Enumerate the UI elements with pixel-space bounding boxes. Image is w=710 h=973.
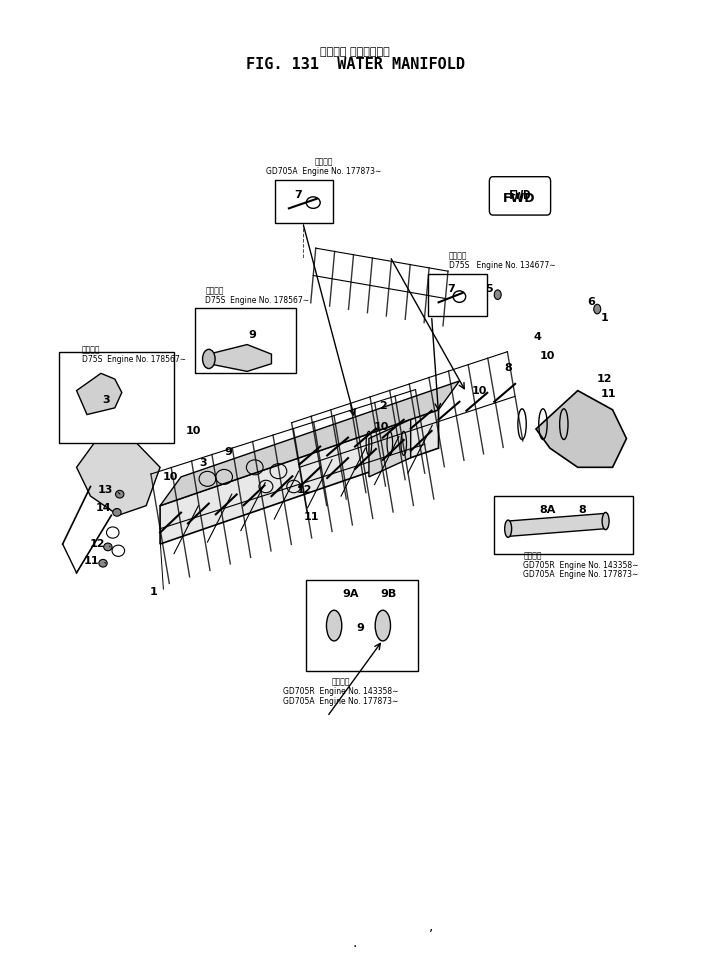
Text: 適用号機: 適用号機 [523,551,542,560]
Text: 4: 4 [533,332,541,342]
Text: 8: 8 [578,505,586,515]
Text: 9: 9 [356,624,364,633]
Text: 10: 10 [186,426,201,436]
Text: 8: 8 [504,363,512,373]
Text: 10: 10 [373,422,389,432]
Ellipse shape [375,610,390,641]
Text: 適用号機: 適用号機 [332,677,350,687]
Text: 3: 3 [102,395,109,405]
Text: 10: 10 [163,472,178,482]
Ellipse shape [104,543,112,551]
Ellipse shape [594,305,601,314]
Ellipse shape [494,290,501,300]
Text: 12: 12 [596,374,612,384]
Polygon shape [209,344,271,372]
Text: 8A: 8A [539,505,555,515]
Ellipse shape [113,509,121,517]
Text: FIG. 131  WATER MANIFOLD: FIG. 131 WATER MANIFOLD [246,57,464,72]
Text: 12: 12 [297,486,312,495]
Text: 3: 3 [200,458,207,468]
Ellipse shape [202,349,215,369]
Text: 5: 5 [485,284,493,294]
Ellipse shape [99,559,107,567]
Text: 11: 11 [601,389,616,400]
Text: 12: 12 [89,539,105,549]
Polygon shape [508,514,606,536]
Text: 11: 11 [304,512,320,523]
Text: GD705R  Engine No. 143358∼: GD705R Engine No. 143358∼ [523,560,639,569]
FancyBboxPatch shape [489,177,551,215]
Text: ウォータ マニホールド: ウォータ マニホールド [320,47,390,57]
Text: 適用号機: 適用号機 [449,252,467,261]
Text: 11: 11 [84,557,99,566]
Text: 10: 10 [471,385,486,396]
Text: 適用号機: 適用号機 [205,286,224,296]
Text: 9: 9 [224,447,232,457]
Text: GD705A  Engine No. 177873∼: GD705A Engine No. 177873∼ [523,570,639,579]
Text: .: . [353,936,357,950]
Bar [428,273,487,316]
Text: ,: , [430,919,434,932]
Text: 13: 13 [98,486,114,495]
Text: D75S  Engine No. 178567∼: D75S Engine No. 178567∼ [205,296,310,305]
Ellipse shape [116,490,124,498]
Text: 適用号機: 適用号機 [315,158,333,166]
Text: D75S   Engine No. 134677∼: D75S Engine No. 134677∼ [449,262,556,270]
Ellipse shape [327,610,342,641]
Polygon shape [77,374,122,414]
Text: 7: 7 [294,190,302,199]
Text: 14: 14 [95,503,111,513]
Text: 適用号機: 適用号機 [82,345,101,355]
Text: GD705R  Engine No. 143358∼: GD705R Engine No. 143358∼ [283,687,399,697]
Bar [306,580,417,670]
Text: 2: 2 [379,401,387,411]
Bar [195,308,296,374]
Text: 10: 10 [540,351,555,361]
Text: FWD: FWD [509,190,531,202]
Text: FWD: FWD [503,193,535,205]
Ellipse shape [602,513,609,529]
Polygon shape [77,429,160,516]
Text: 6: 6 [588,298,596,307]
Polygon shape [160,410,439,544]
Text: 9A: 9A [342,589,359,599]
Text: 1: 1 [601,312,608,323]
Text: 9B: 9B [381,589,397,599]
Text: 9: 9 [248,330,256,340]
Bar [275,180,333,223]
Bar [494,496,633,554]
Polygon shape [160,381,459,506]
Text: 7: 7 [447,284,455,294]
Polygon shape [369,419,410,477]
Text: GD705A  Engine No. 177873∼: GD705A Engine No. 177873∼ [266,167,381,176]
Text: D75S  Engine No. 178567∼: D75S Engine No. 178567∼ [82,355,186,365]
Text: GD705A  Engine No. 177873∼: GD705A Engine No. 177873∼ [283,697,399,705]
Text: 1: 1 [149,587,157,597]
Bar [59,352,174,444]
Polygon shape [536,390,626,467]
Ellipse shape [505,521,512,537]
